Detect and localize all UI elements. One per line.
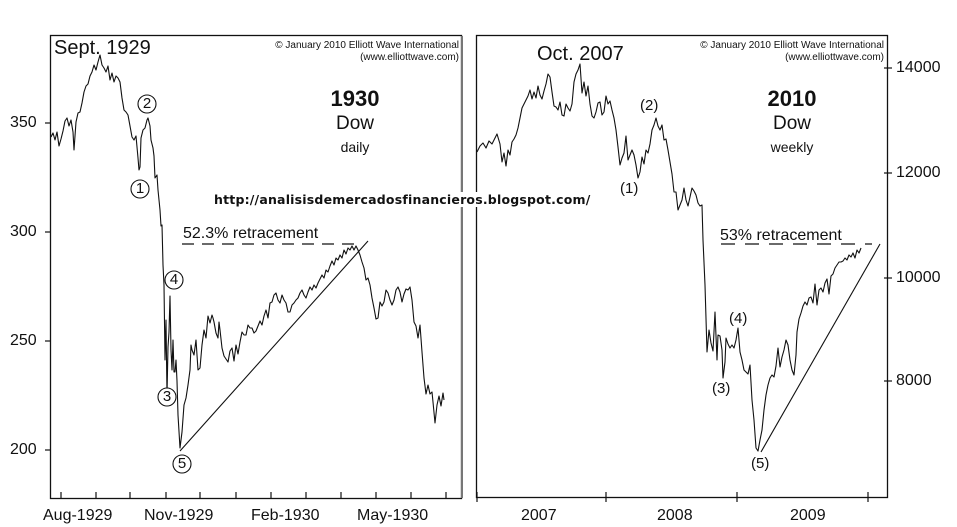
right-y-tick-8000: 8000 (896, 372, 932, 389)
right-x-ticks (476, 492, 869, 502)
left-x-ticks (60, 492, 447, 498)
right-retracement-label: 53% retracement (720, 227, 842, 244)
left-y-tick-350: 350 (10, 114, 37, 131)
left-retracement-label: 52.3% retracement (183, 225, 319, 242)
right-wave-5: (5) (751, 455, 770, 472)
right-wave-2: (2) (640, 97, 659, 114)
left-x-tick-may-1930: May-1930 (357, 507, 429, 524)
left-price-line (50, 54, 445, 449)
left-y-ticks (45, 122, 50, 451)
left-x-tick-aug-1929: Aug-1929 (43, 507, 113, 524)
left-wave-4: 4 (169, 271, 179, 288)
left-y-tick-300: 300 (10, 223, 37, 240)
right-peak-label: Oct. 2007 (537, 43, 624, 65)
right-wave-3: (3) (712, 380, 731, 397)
right-price-line (476, 63, 862, 452)
right-chart-frame (475, 34, 889, 499)
left-title-year: 1930 (330, 86, 380, 111)
left-wave-3: 3 (162, 388, 172, 405)
left-wave-2: 2 (142, 95, 152, 112)
right-title-index: Dow (772, 113, 811, 134)
right-copyright: © January 2010 Elliott Wave Internationa… (700, 40, 884, 64)
left-wave-1: 1 (135, 180, 145, 197)
left-y-tick-200: 200 (10, 441, 37, 458)
left-x-tick-feb-1930: Feb-1930 (251, 507, 320, 524)
left-y-tick-250: 250 (10, 332, 37, 349)
right-y-ticks (884, 67, 892, 382)
left-copyright-line2: (www.elliottwave.com) (360, 52, 459, 63)
right-x-tick-2007: 2007 (521, 507, 557, 524)
left-peak-label: Sept. 1929 (54, 37, 151, 59)
right-x-tick-2009: 2009 (790, 507, 826, 524)
right-trend-line (760, 243, 881, 453)
right-y-tick-10000: 10000 (896, 269, 941, 286)
left-title-freq: daily (340, 139, 370, 155)
right-title-freq: weekly (770, 139, 814, 155)
right-x-tick-2008: 2008 (657, 507, 693, 524)
right-title-year: 2010 (767, 86, 817, 111)
left-trend-line (179, 240, 369, 452)
right-wave-4: (4) (729, 310, 748, 327)
right-y-tick-12000: 12000 (896, 164, 941, 181)
right-copyright-line1: © January 2010 Elliott Wave Internationa… (700, 40, 884, 51)
right-copyright-line2: (www.elliottwave.com) (785, 52, 884, 63)
right-y-tick-14000: 14000 (896, 59, 941, 76)
left-copyright-line1: © January 2010 Elliott Wave Internationa… (275, 40, 459, 51)
left-title-index: Dow (335, 113, 374, 134)
left-copyright: © January 2010 Elliott Wave Internationa… (275, 40, 459, 64)
left-x-tick-nov-1929: Nov-1929 (144, 507, 214, 524)
blog-url-watermark: http://analisisdemercadosfinancieros.blo… (212, 192, 593, 207)
left-wave-5: 5 (177, 455, 187, 472)
left-wave-circles (130, 94, 192, 474)
right-wave-1: (1) (620, 180, 639, 197)
